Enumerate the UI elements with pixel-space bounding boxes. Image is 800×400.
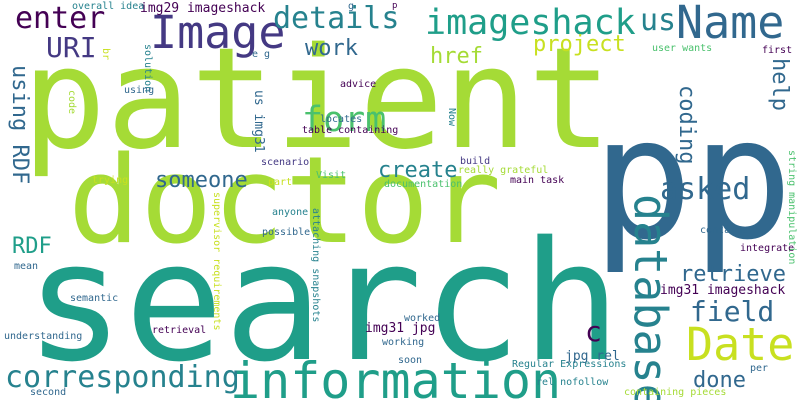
word-rel-nofollow: rel nofollow (536, 377, 609, 388)
word-supervisor-requirements: supervisor requirements (211, 192, 222, 331)
word-details: details (273, 1, 400, 36)
word-p: p (692, 81, 794, 277)
word-search: search (25, 206, 622, 398)
word-done: done (693, 368, 746, 393)
word-now: Now (446, 108, 457, 127)
word-contains: contains (700, 225, 749, 236)
word-understanding: understanding (4, 331, 83, 342)
word-img29-imageshack: img29 imageshack (140, 1, 266, 16)
word-image: Image (150, 6, 286, 59)
word-create: create (378, 158, 458, 183)
word-img31-imageshack: img31 imageshack (660, 283, 786, 298)
word-corresponding: corresponding (5, 360, 240, 395)
word-semantic: semantic (70, 293, 119, 304)
word-img31-jpg: img31 jpg (365, 321, 436, 336)
word-br: br (100, 48, 111, 61)
word-retrieval: retrieval (152, 325, 207, 336)
word-jpg-rel: jpg rel (565, 349, 620, 364)
word-string-manipulation: string manipulation (786, 150, 797, 265)
word-soon: soon (398, 355, 423, 366)
word-really-grateful: really grateful (458, 165, 549, 176)
word-trying: trying (92, 175, 129, 186)
word-asked: asked (660, 172, 751, 207)
word-e-g: e g (252, 49, 271, 60)
word-coding: coding (674, 85, 699, 165)
word-date: Date (686, 318, 795, 371)
word-rdf: RDF (12, 234, 52, 259)
word-imageshack: imageshack (425, 3, 636, 43)
word-per: per (750, 363, 769, 374)
word-solution: solution (142, 44, 153, 93)
word-us: us (640, 3, 677, 38)
word-us-img31: us img31 (251, 90, 266, 153)
word-retrieve: retrieve (680, 262, 786, 287)
word-containing-pieces: containing pieces (624, 387, 727, 398)
word-enter: enter (15, 1, 106, 36)
word-locates: locates (320, 114, 363, 125)
word-user-wants: user wants (652, 43, 713, 54)
word-overall-idea: overall idea (72, 1, 145, 12)
word-c: c (585, 315, 602, 348)
word-working: working (382, 337, 425, 348)
word-first: first (762, 45, 793, 56)
word-using: using (124, 85, 155, 96)
word-worked: worked (404, 313, 441, 324)
word-form: form (302, 100, 387, 140)
word-project: project (533, 32, 626, 57)
word-code: code (66, 90, 77, 115)
word-doctor: doctor (68, 132, 502, 271)
word-p: p (592, 81, 694, 277)
word-href: href (430, 44, 483, 69)
word-field: field (690, 295, 775, 328)
word-database: database (624, 194, 677, 400)
word-using-rdf: using RDF (7, 65, 32, 185)
word-someone: someone (155, 168, 248, 193)
word-g: g (348, 1, 355, 12)
word-second: second (30, 387, 67, 398)
word-visit: Visit (316, 170, 347, 181)
word-p-small: p (392, 1, 398, 11)
word-part: part (268, 177, 293, 188)
word-scenario: scenario (261, 157, 310, 168)
word-possible: possible (262, 227, 311, 238)
word-information: information (230, 352, 562, 400)
word-name: Name (676, 0, 785, 49)
word-build: build (460, 156, 491, 167)
word-regular-expressions: Regular Expressions (512, 359, 627, 370)
word-mean: mean (14, 261, 39, 272)
word-anyone: anyone (272, 207, 309, 218)
word-advice: advice (340, 79, 377, 90)
word-integrate: integrate (740, 243, 795, 254)
word-main-task: main task (510, 175, 565, 186)
word-uri: URI (46, 31, 97, 64)
word-documentation: documentation (384, 179, 463, 190)
word-table-containing: table containing (302, 125, 399, 136)
word-help: help (767, 58, 792, 111)
word-work: work (305, 36, 358, 61)
word-attaching-snapshots: attaching snapshots (310, 208, 321, 323)
word-patient: patient (22, 18, 613, 181)
